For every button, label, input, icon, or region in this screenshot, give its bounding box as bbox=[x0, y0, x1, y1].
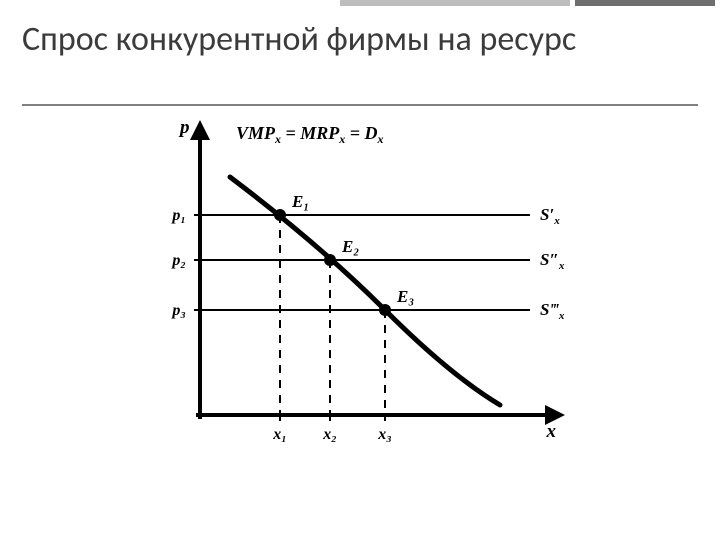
point-label-1: E₁ bbox=[291, 192, 309, 211]
x-label-3: x₃ bbox=[377, 426, 392, 443]
supply-label-3: S‴x bbox=[540, 300, 565, 322]
price-label-2: p₂ bbox=[170, 252, 186, 269]
point-label-3: E₃ bbox=[396, 287, 414, 306]
decor-bar-2 bbox=[575, 0, 715, 6]
price-label-3: p₃ bbox=[170, 302, 186, 319]
slide: Спрос конкурентной фирмы на ресурс p x VMP… bbox=[0, 0, 720, 540]
economics-chart: p x VMPx = MRPx = Dx p₁ S′x p₂ S″x p₃ S‴x x₁ E₁ x₂ E… bbox=[140, 115, 580, 475]
equilibrium-point-2 bbox=[324, 254, 336, 266]
supply-label-2: S″x bbox=[540, 250, 565, 272]
decor-bar-1 bbox=[340, 0, 570, 6]
title-underline bbox=[22, 104, 698, 106]
y-axis-label: p bbox=[178, 117, 190, 138]
point-label-2: E₂ bbox=[341, 237, 359, 256]
equilibrium-point-1 bbox=[274, 209, 286, 221]
x-label-2: x₂ bbox=[322, 426, 337, 443]
equilibrium-point-3 bbox=[379, 304, 391, 316]
x-axis-label: x bbox=[546, 421, 557, 442]
page-title: Спрос конкурентной фирмы на ресурс bbox=[22, 20, 576, 59]
formula-label: VMPx = MRPx = Dx bbox=[236, 123, 384, 146]
demand-curve bbox=[230, 177, 500, 405]
x-label-1: x₁ bbox=[272, 426, 287, 443]
price-label-1: p₁ bbox=[170, 207, 186, 224]
supply-label-1: S′x bbox=[540, 205, 560, 227]
